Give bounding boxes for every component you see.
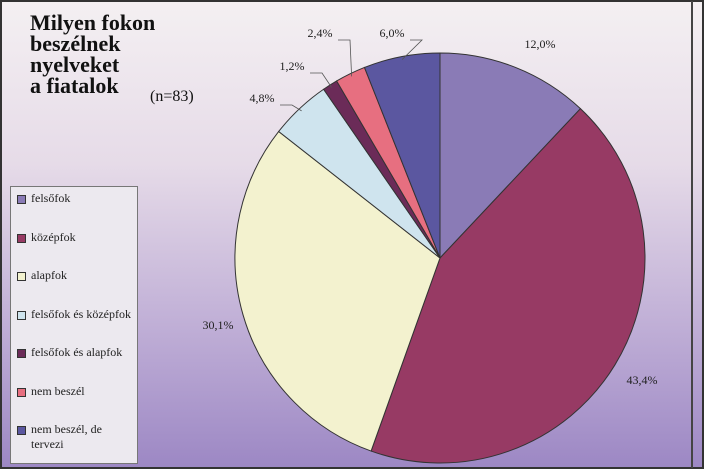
data-label: 12,0% bbox=[525, 37, 556, 51]
pie-slice bbox=[370, 107, 646, 464]
legend-item: középfok bbox=[17, 230, 131, 269]
legend-item: nem beszél bbox=[17, 384, 131, 423]
legend-swatch bbox=[17, 272, 26, 281]
data-label: 30,1% bbox=[203, 318, 234, 332]
title-line: a fiatalok bbox=[30, 73, 119, 98]
legend-swatch bbox=[17, 349, 26, 358]
title-line: nyelveket bbox=[30, 52, 120, 77]
legend-item: alapfok bbox=[17, 268, 131, 307]
pie-slice bbox=[363, 52, 441, 259]
data-label: 2,4% bbox=[308, 26, 333, 40]
leader-line bbox=[401, 39, 423, 60]
title-line: beszélnek bbox=[30, 31, 121, 56]
legend-swatch bbox=[17, 387, 26, 397]
legend-item: felsőfok bbox=[17, 191, 131, 230]
legend-item: felsőfok és középfok bbox=[17, 307, 131, 346]
chart-title: Milyen fokon beszélnek nyelveket a fiatalok bbox=[30, 10, 156, 98]
pie-slice bbox=[439, 52, 582, 260]
legend-swatch bbox=[17, 233, 26, 243]
legend-label: felsőfok és középfok bbox=[31, 306, 131, 321]
leader-line bbox=[338, 39, 353, 77]
leader-line bbox=[280, 104, 302, 112]
leader-line bbox=[310, 72, 332, 88]
legend-swatch bbox=[17, 195, 26, 204]
legend-label: alapfok bbox=[31, 268, 67, 282]
legend-item: nem beszél, de tervezi bbox=[17, 422, 131, 461]
legend: felsőfok középfok alapfok felsőfok és közép… bbox=[10, 186, 138, 464]
legend-label: nem beszél bbox=[31, 383, 85, 398]
legend-item: felsőfok és alapfok bbox=[17, 345, 131, 384]
data-label: 1,2% bbox=[280, 59, 305, 73]
title-line: Milyen fokon bbox=[30, 10, 156, 35]
legend-label: középfok bbox=[31, 229, 76, 244]
legend-label: felsőfok és alapfok bbox=[31, 345, 123, 359]
data-label: 4,8% bbox=[250, 91, 275, 105]
legend-label: nem beszél, de tervezi bbox=[31, 422, 102, 451]
legend-label: felsőfok bbox=[31, 191, 71, 205]
legend-swatch bbox=[17, 310, 26, 320]
data-label: 43,4% bbox=[627, 373, 658, 387]
chart-subtitle: (n=83) bbox=[150, 88, 194, 105]
pie-slice bbox=[234, 130, 441, 452]
legend-swatch bbox=[17, 426, 26, 435]
data-label: 6,0% bbox=[380, 26, 405, 40]
